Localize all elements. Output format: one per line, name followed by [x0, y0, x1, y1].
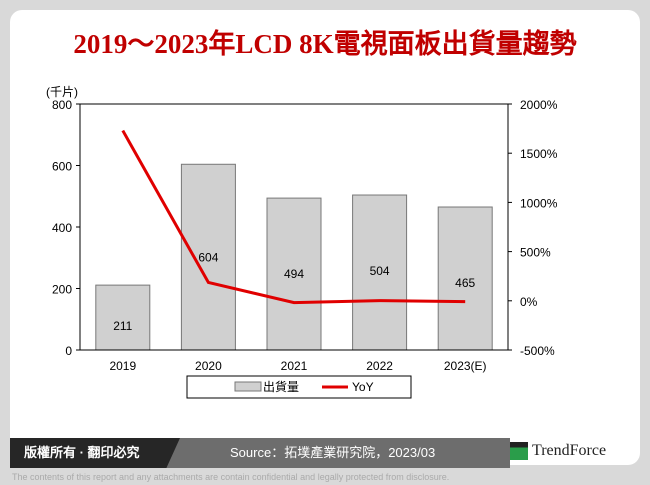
y-tick-label: 600	[52, 160, 72, 174]
legend-bar-label: 出貨量	[263, 379, 299, 394]
y2-tick-label: -500%	[520, 344, 555, 358]
bar-label: 504	[370, 264, 390, 278]
x-tick-label: 2019	[109, 359, 136, 373]
copyright: 版權所有 · 翻印必究	[10, 438, 180, 468]
y2-tick-label: 1500%	[520, 147, 558, 161]
x-tick-label: 2020	[195, 359, 222, 373]
bar	[437, 206, 493, 351]
x-tick-label: 2022	[366, 359, 393, 373]
bar-label: 604	[198, 250, 218, 264]
bar-label: 211	[113, 319, 132, 333]
x-tick-label: 2021	[281, 359, 308, 373]
legend-line-label: YoY	[352, 380, 374, 394]
y-tick-label: 800	[52, 98, 72, 112]
logo-icon	[510, 442, 528, 460]
bar-label: 494	[284, 267, 304, 281]
y-tick-label: 0	[65, 344, 72, 358]
source: Source：拓墣產業研究院，2023/03	[230, 445, 436, 460]
x-tick-label: 2023(E)	[444, 359, 487, 373]
bar	[95, 284, 151, 351]
legend-bar-swatch	[234, 381, 262, 392]
chart-title: 2019～2023年LCD 8K電視面板出貨量趨勢	[73, 29, 577, 59]
y2-tick-label: 1000%	[520, 196, 558, 210]
bar	[266, 197, 322, 351]
bar	[352, 194, 408, 351]
y2-tick-label: 0%	[520, 295, 538, 309]
y-tick-label: 400	[52, 221, 72, 235]
y2-tick-label: 2000%	[520, 98, 558, 112]
trendforce-logo: TrendForce	[510, 442, 606, 460]
yoy-line	[121, 129, 466, 305]
disclaimer: The contents of this report and any atta…	[12, 472, 450, 482]
logo-text: TrendForce	[532, 442, 607, 459]
y-axis-label: (千片)	[46, 85, 78, 99]
bar-label: 465	[455, 276, 475, 290]
y-tick-label: 200	[52, 283, 72, 297]
y2-tick-label: 500%	[520, 246, 551, 260]
